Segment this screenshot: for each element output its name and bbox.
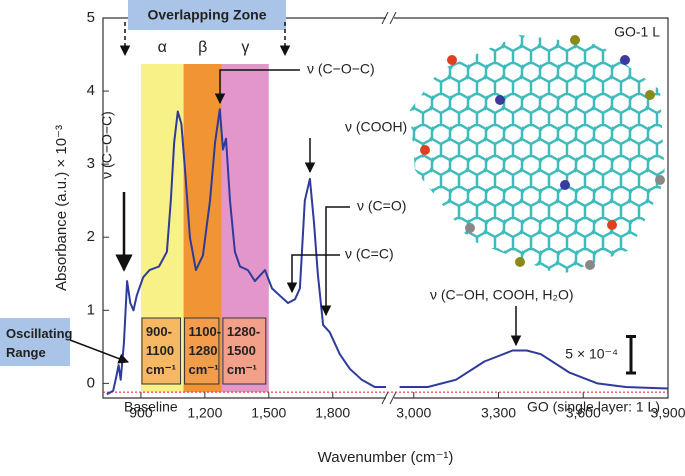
y-tick-label: 4 (87, 82, 95, 99)
spectrum-line (106, 108, 669, 396)
x-tick-label: 3,300 (481, 405, 516, 421)
sample-label: GO-1 L (614, 24, 660, 40)
axis-break (381, 11, 389, 25)
y-tick-label: 3 (87, 155, 95, 172)
x-tick-label: 1,500 (251, 405, 286, 421)
annotation: ν (C−O−C) (99, 111, 115, 179)
annotation: ν (C−OH, COOH, H₂O) (430, 287, 574, 303)
zone-label: Overlapping Zone (147, 7, 266, 23)
band-symbol: α (158, 39, 167, 56)
band-range-box (141, 317, 182, 385)
band-range-box (222, 317, 267, 385)
annotation: ν (C=C) (345, 246, 394, 262)
band-range-label: 1280-1500 cm⁻¹ (227, 324, 260, 377)
oscillating-label: Oscillating Range (6, 326, 73, 360)
scale-bar (626, 334, 636, 375)
oscillating-box (0, 318, 70, 366)
band-range-box (184, 317, 220, 385)
annotation: ν (C−O−C) (307, 61, 375, 77)
y-tick-label: 1 (87, 301, 95, 318)
oscillating-arrow (69, 339, 129, 364)
annotation-arrow (286, 254, 340, 294)
zone-box (128, 0, 286, 30)
axis-break (381, 391, 389, 405)
x-tick-label: 1,800 (315, 405, 350, 421)
annotation: ν (COOH) (345, 119, 407, 135)
y-axis-label: Absorbance (a.u.) × 10⁻³ (53, 125, 70, 291)
y-tick-label: 5 (87, 9, 95, 26)
y-tick-label: 2 (87, 228, 95, 245)
axis-break (389, 391, 397, 405)
x-tick-label: 1,200 (187, 405, 222, 421)
band-range-label: 1100-1280 cm⁻¹ (189, 324, 222, 377)
x-tick-label: 3,600 (566, 405, 601, 421)
scale-bar-label: 5 × 10⁻⁴ (565, 345, 618, 361)
band-symbol: β (198, 39, 207, 56)
band-range-label: 900-1100 cm⁻¹ (146, 324, 176, 377)
baseline-label: Baseline (124, 399, 178, 415)
band-symbol: γ (241, 39, 249, 56)
molecule-illustration (410, 35, 665, 275)
annotation-arrow (214, 69, 300, 105)
layer-label: GO (single layer: 1 L) (527, 399, 660, 415)
x-tick-label: 900 (129, 405, 153, 421)
x-axis-label: Wavenumber (cm⁻¹) (318, 449, 454, 466)
annotation: ν (C=O) (357, 198, 406, 214)
annotation-arrow (320, 206, 350, 317)
x-tick-label: 3,000 (396, 405, 431, 421)
x-tick-label: 3,900 (650, 405, 685, 421)
axis-break (389, 11, 397, 25)
y-tick-label: 0 (87, 374, 95, 391)
